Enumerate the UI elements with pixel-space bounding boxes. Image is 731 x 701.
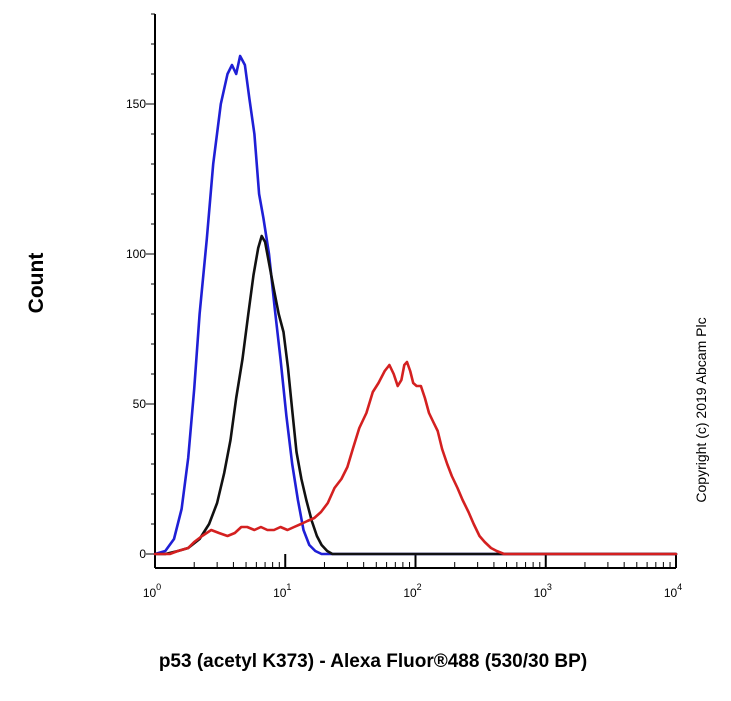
x-tick-label: 104: [664, 582, 682, 600]
x-tick-label: 101: [273, 582, 291, 600]
copyright-text: Copyright (c) 2019 Abcam Plc: [693, 317, 709, 502]
y-tick-label: 150: [126, 97, 146, 111]
x-axis-title: p53 (acetyl K373) - Alexa Fluor®488 (530…: [159, 651, 587, 672]
x-axis-ticks: 100 101 102 103 104: [143, 554, 682, 600]
y-tick-label: 50: [133, 397, 147, 411]
series-line-1: [153, 54, 678, 556]
axes: [154, 14, 676, 569]
x-tick-label: 103: [534, 582, 552, 600]
y-axis-ticks: 0 50 100 150: [126, 13, 155, 561]
y-axis-title: Count: [25, 253, 48, 314]
x-tick-label: 102: [403, 582, 421, 600]
y-tick-label: 100: [126, 247, 146, 261]
series-group: [153, 54, 678, 556]
x-tick-label: 100: [143, 582, 161, 600]
series-line-2: [153, 234, 678, 556]
y-tick-label: 0: [139, 547, 146, 561]
series-line-3: [153, 360, 678, 556]
